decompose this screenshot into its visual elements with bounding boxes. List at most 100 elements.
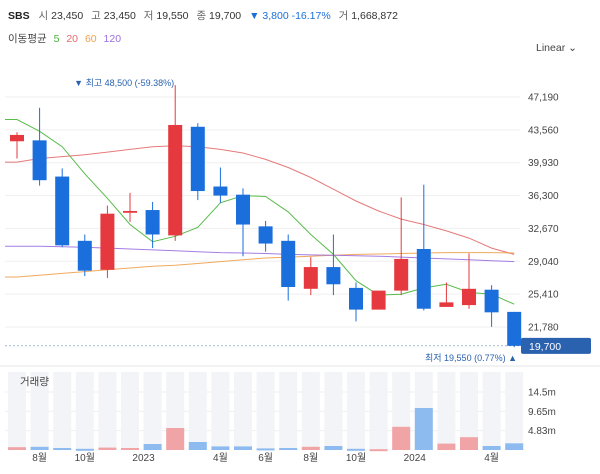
price-tick-label: 21,780 — [528, 323, 559, 334]
candle-body[interactable] — [55, 176, 70, 246]
volume-panel-title: 거래량 — [20, 376, 49, 388]
volume-bar[interactable] — [324, 446, 343, 450]
volume-bar[interactable] — [482, 446, 501, 450]
candle-body[interactable] — [100, 213, 115, 270]
x-tick-label: 6월 — [258, 452, 273, 464]
candle-body[interactable] — [371, 290, 386, 310]
candle-body[interactable] — [10, 134, 24, 142]
x-tick-label: 8월 — [32, 452, 47, 464]
ma-20-line — [5, 145, 515, 255]
volume-label: 거 — [338, 10, 349, 22]
volume-column-bg — [53, 372, 72, 450]
min-price-marker: 최저 19,550 (0.77%) ▲ — [425, 353, 517, 363]
volume-column-bg — [369, 372, 388, 450]
close-price: 19,700 — [209, 10, 242, 22]
x-tick-label: 4월 — [213, 452, 228, 464]
volume-bar[interactable] — [256, 448, 275, 451]
price-change: ▼ 3,800 -16.17% — [249, 10, 331, 22]
volume-bar[interactable] — [347, 448, 365, 451]
candle-body[interactable] — [484, 289, 499, 313]
candle-body[interactable] — [416, 248, 431, 309]
volume-column-bg — [234, 372, 252, 450]
volume-bar[interactable] — [460, 437, 478, 450]
volume-column-bg — [30, 372, 49, 450]
candle-body[interactable] — [303, 267, 318, 289]
moving-average-legend: 이동평균 5 20 60 120 — [8, 31, 125, 46]
volume-bar[interactable] — [143, 444, 162, 450]
candle-body[interactable] — [326, 267, 341, 285]
x-tick-label: 8월 — [303, 452, 318, 464]
candle-body[interactable] — [213, 186, 228, 196]
max-price-marker: ▼ 최고 48,500 (-59.38%) — [74, 78, 174, 88]
candle-body[interactable] — [77, 240, 92, 271]
volume-bar[interactable] — [301, 446, 320, 450]
candle-body[interactable] — [507, 311, 522, 346]
volume-bar[interactable] — [98, 447, 117, 450]
x-tick-label: 2024 — [404, 453, 427, 464]
volume-tick-label: 9.65m — [528, 407, 556, 418]
candle-body[interactable] — [258, 226, 273, 244]
candle-body[interactable] — [168, 124, 183, 236]
candle-body[interactable] — [281, 240, 296, 287]
candle-body[interactable] — [32, 140, 47, 181]
candle-body[interactable] — [190, 126, 205, 192]
volume-column-bg — [279, 372, 298, 450]
volume-bar[interactable] — [121, 448, 139, 450]
candle-body[interactable] — [462, 288, 476, 306]
volume-bar[interactable] — [166, 428, 185, 450]
volume-bar[interactable] — [505, 443, 524, 450]
volume-bar[interactable] — [369, 449, 388, 452]
volume-column-bg — [75, 372, 94, 450]
volume-column-bg — [324, 372, 343, 450]
price-tick-label: 39,930 — [528, 158, 559, 169]
volume-column-bg — [143, 372, 162, 450]
volume-column-bg — [256, 372, 275, 450]
close-label: 종 — [196, 10, 207, 22]
current-price-label: 19,700 — [529, 341, 561, 353]
price-tick-label: 29,040 — [528, 257, 559, 268]
volume-bar[interactable] — [8, 447, 26, 450]
volume-column-bg — [482, 372, 501, 450]
ma-5-line — [5, 119, 515, 305]
volume-column-bg — [211, 372, 230, 450]
volume-tick-label: 4.83m — [528, 426, 556, 437]
x-tick-label: 4월 — [484, 452, 499, 464]
high-price: 23,450 — [103, 10, 136, 22]
low-label: 저 — [143, 10, 154, 22]
candle-body[interactable] — [123, 210, 137, 213]
ma-20-label: 20 — [66, 33, 79, 45]
volume-bar[interactable] — [188, 442, 207, 450]
candle-body[interactable] — [394, 258, 409, 291]
current-price-badge — [521, 337, 591, 354]
volume-bar[interactable] — [234, 446, 252, 450]
volume-column-bg — [121, 372, 139, 450]
volume-column-bg — [437, 372, 456, 450]
volume-bar[interactable] — [30, 446, 49, 450]
candle-body[interactable] — [236, 194, 250, 225]
volume-bar[interactable] — [75, 448, 94, 451]
open-label: 시 — [38, 10, 49, 22]
x-tick-label: 10월 — [346, 452, 366, 464]
volume-column-bg — [505, 372, 524, 450]
quote-bar: SBS 시 23,450 고 23,450 저 19,550 종 19,700 … — [8, 8, 403, 23]
volume-bar[interactable] — [414, 408, 433, 450]
volume-bar[interactable] — [53, 448, 72, 450]
volume-column-bg — [98, 372, 117, 450]
volume-bar[interactable] — [437, 443, 456, 450]
moving-average-title: 이동평균 — [8, 33, 47, 45]
volume-bar[interactable] — [279, 448, 298, 450]
volume-bar[interactable] — [211, 446, 230, 450]
volume-bar[interactable] — [392, 426, 411, 450]
price-tick-label: 47,190 — [528, 93, 559, 104]
open-price: 23,450 — [51, 10, 84, 22]
volume-tick-label: 14.5m — [528, 388, 556, 399]
volume-column-bg — [460, 372, 478, 450]
volume-value: 1,668,872 — [351, 10, 398, 22]
candle-body[interactable] — [439, 302, 454, 307]
scale-dropdown[interactable]: Linear ⌄ — [536, 42, 577, 54]
price-tick-label: 43,560 — [528, 125, 559, 136]
candle-body[interactable] — [349, 287, 363, 310]
candle-body[interactable] — [145, 210, 160, 235]
high-label: 고 — [91, 10, 101, 22]
